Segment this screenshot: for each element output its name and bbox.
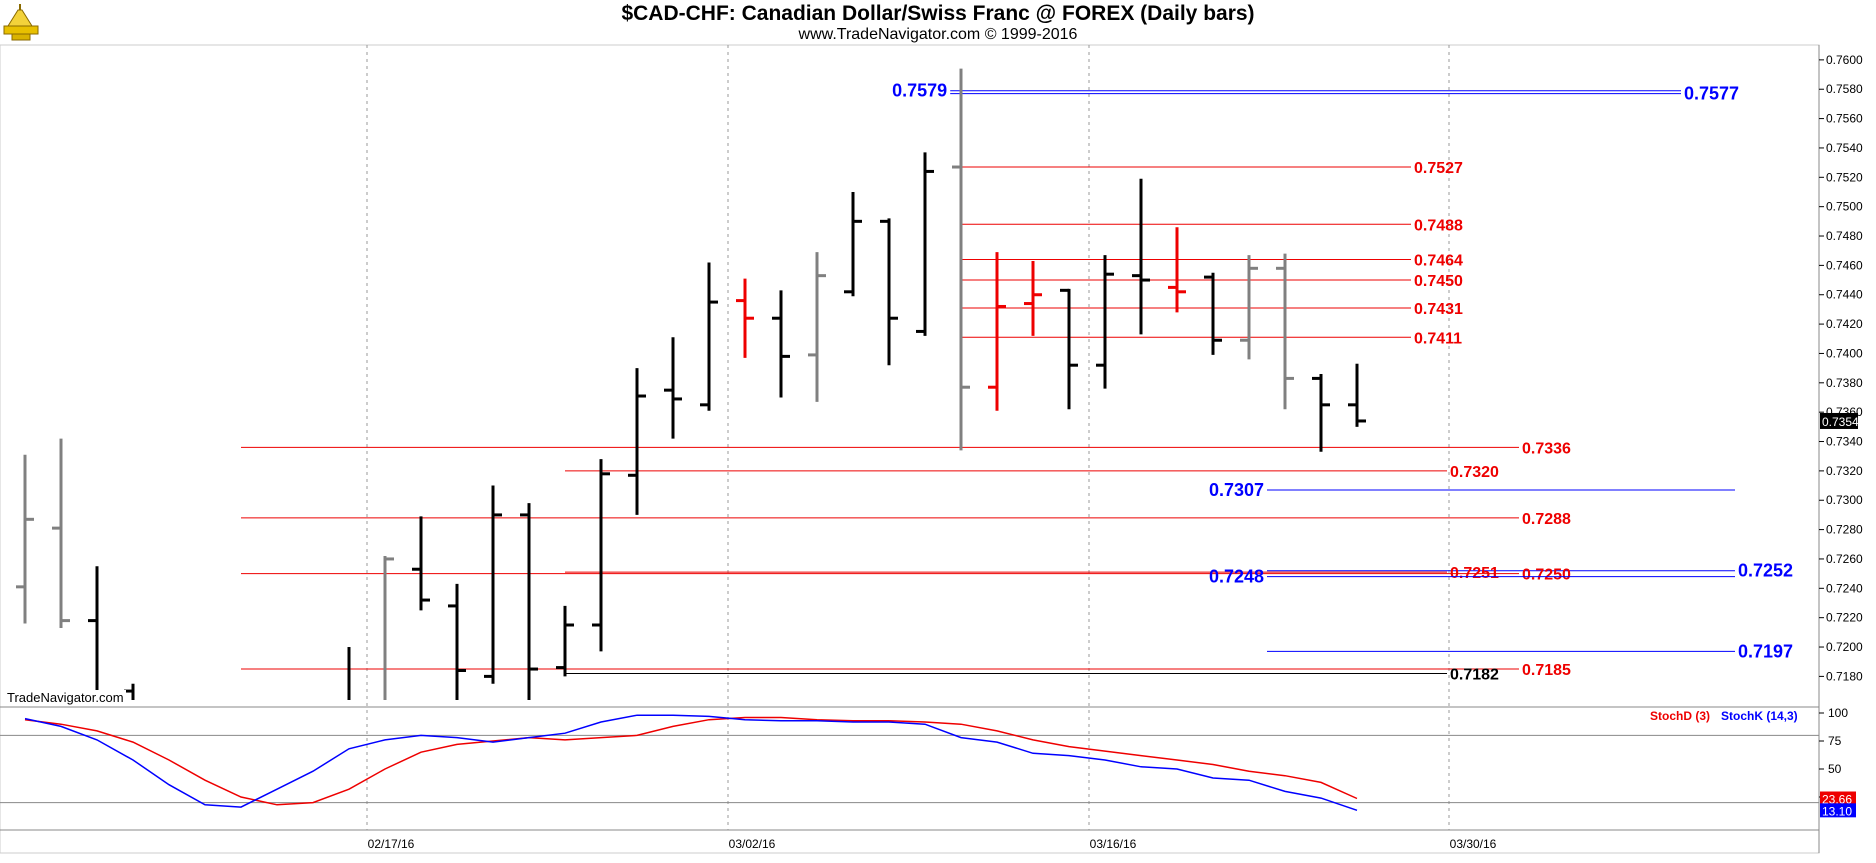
level-label: 0.7185 [1522,662,1571,679]
ohlc-bar [1024,260,1042,336]
ohlc-bar [700,262,718,411]
price-tick-label: 0.7200 [1826,640,1863,654]
level-label: 0.7250 [1522,567,1571,584]
level-label: 0.7288 [1522,511,1571,528]
price-tick-label: 0.7460 [1826,258,1863,272]
stoch-tick-label: 100 [1828,706,1848,720]
price-tick-label: 0.7540 [1826,141,1863,155]
ohlc-bar [448,583,466,700]
price-tick-label: 0.7480 [1826,229,1863,243]
ohlc-bar [383,556,394,700]
ohlc-bar [844,191,862,297]
level-label: 0.7336 [1522,440,1571,457]
ohlc-bar [1312,374,1330,452]
watermark-text: TradeNavigator.com [5,690,126,705]
ohlc-bar [520,503,538,700]
x-tick-label: 03/02/16 [729,837,776,851]
price-tick-label: 0.7300 [1826,493,1863,507]
stochK-last-label: 13.10 [1822,804,1852,818]
stochK-legend: StochK (14,3) [1721,709,1798,723]
ohlc-bar [772,290,790,398]
price-tick-label: 0.7520 [1826,170,1863,184]
level-label: 0.7248 [1209,567,1264,587]
ohlc-bar [1132,178,1150,335]
price-tick-label: 0.7380 [1826,376,1863,390]
level-label: 0.7252 [1738,561,1793,581]
logo-icon [3,4,39,41]
ohlc-bar [1096,255,1114,389]
price-tick-label: 0.7180 [1826,669,1863,683]
ohlc-bar [880,218,898,366]
chart-subtitle: www.TradeNavigator.com © 1999-2016 [798,26,1078,43]
stochK-line [24,714,1358,812]
level-label: 0.7450 [1414,273,1463,290]
level-label: 0.7577 [1684,84,1739,104]
ohlc-bar [808,252,826,402]
level-label: 0.7197 [1738,641,1793,661]
level-label: 0.7527 [1414,160,1463,177]
price-tick-label: 0.7440 [1826,288,1863,302]
stochD-last-badge [1820,791,1856,806]
ohlc-bar [988,252,1006,411]
stoch-tick-label: 50 [1828,762,1842,776]
chart-title: $CAD-CHF: Canadian Dollar/Swiss Franc @ … [621,2,1255,25]
ohlc-bar [628,368,646,515]
ohlc-bar [916,152,934,336]
ohlc-bar [52,438,70,628]
price-tick-label: 0.7420 [1826,317,1863,331]
ohlc-bar [1240,255,1258,360]
ohlc-bar [412,516,430,611]
stochK-last-badge [1820,803,1856,818]
level-label: 0.7411 [1414,330,1462,347]
ohlc-bar [1348,363,1366,427]
ohlc-bar [1060,288,1078,410]
price-tick-label: 0.7260 [1826,552,1863,566]
ohlc-bar [16,454,34,624]
stochD-last-label: 23.66 [1822,793,1852,807]
x-tick-label: 03/16/16 [1090,837,1137,851]
ohlc-bar [556,605,574,677]
price-tick-label: 0.7280 [1826,523,1863,537]
level-label: 0.7488 [1414,217,1463,234]
price-tick-label: 0.7580 [1826,82,1863,96]
last-price-badge [1820,412,1858,429]
ohlc-bar [88,566,99,700]
ohlc-bar [592,459,610,652]
price-tick-label: 0.7340 [1826,435,1863,449]
ohlc-bar [484,485,502,684]
price-tick-label: 0.7320 [1826,464,1863,478]
x-tick-label: 02/17/16 [368,837,415,851]
level-label: 0.7320 [1450,464,1499,481]
price-tick-label: 0.7400 [1826,346,1863,360]
ohlc-bar [664,337,682,439]
x-tick-label: 03/30/16 [1450,837,1497,851]
level-label: 0.7182 [1450,666,1499,683]
level-label: 0.7464 [1414,253,1463,270]
ohlc-bar [736,278,754,358]
level-label: 0.7307 [1209,480,1264,500]
ohlc-bar [1204,272,1222,355]
price-tick-label: 0.7500 [1826,200,1863,214]
ohlc-bar [1168,227,1186,313]
price-tick-label: 0.7600 [1826,53,1863,67]
ohlc-bar [1276,253,1294,410]
ohlc-bar [952,68,970,451]
stochD-legend: StochD (3) [1650,709,1710,723]
stochD-line [24,716,1358,806]
last-price-label: 0.7354 [1822,415,1859,429]
price-tick-label: 0.7220 [1826,611,1863,625]
level-label: 0.7431 [1414,301,1463,318]
price-tick-label: 0.7240 [1826,581,1863,595]
price-tick-label: 0.7560 [1826,112,1863,126]
level-label: 0.7579 [892,81,947,101]
stoch-tick-label: 75 [1828,734,1842,748]
